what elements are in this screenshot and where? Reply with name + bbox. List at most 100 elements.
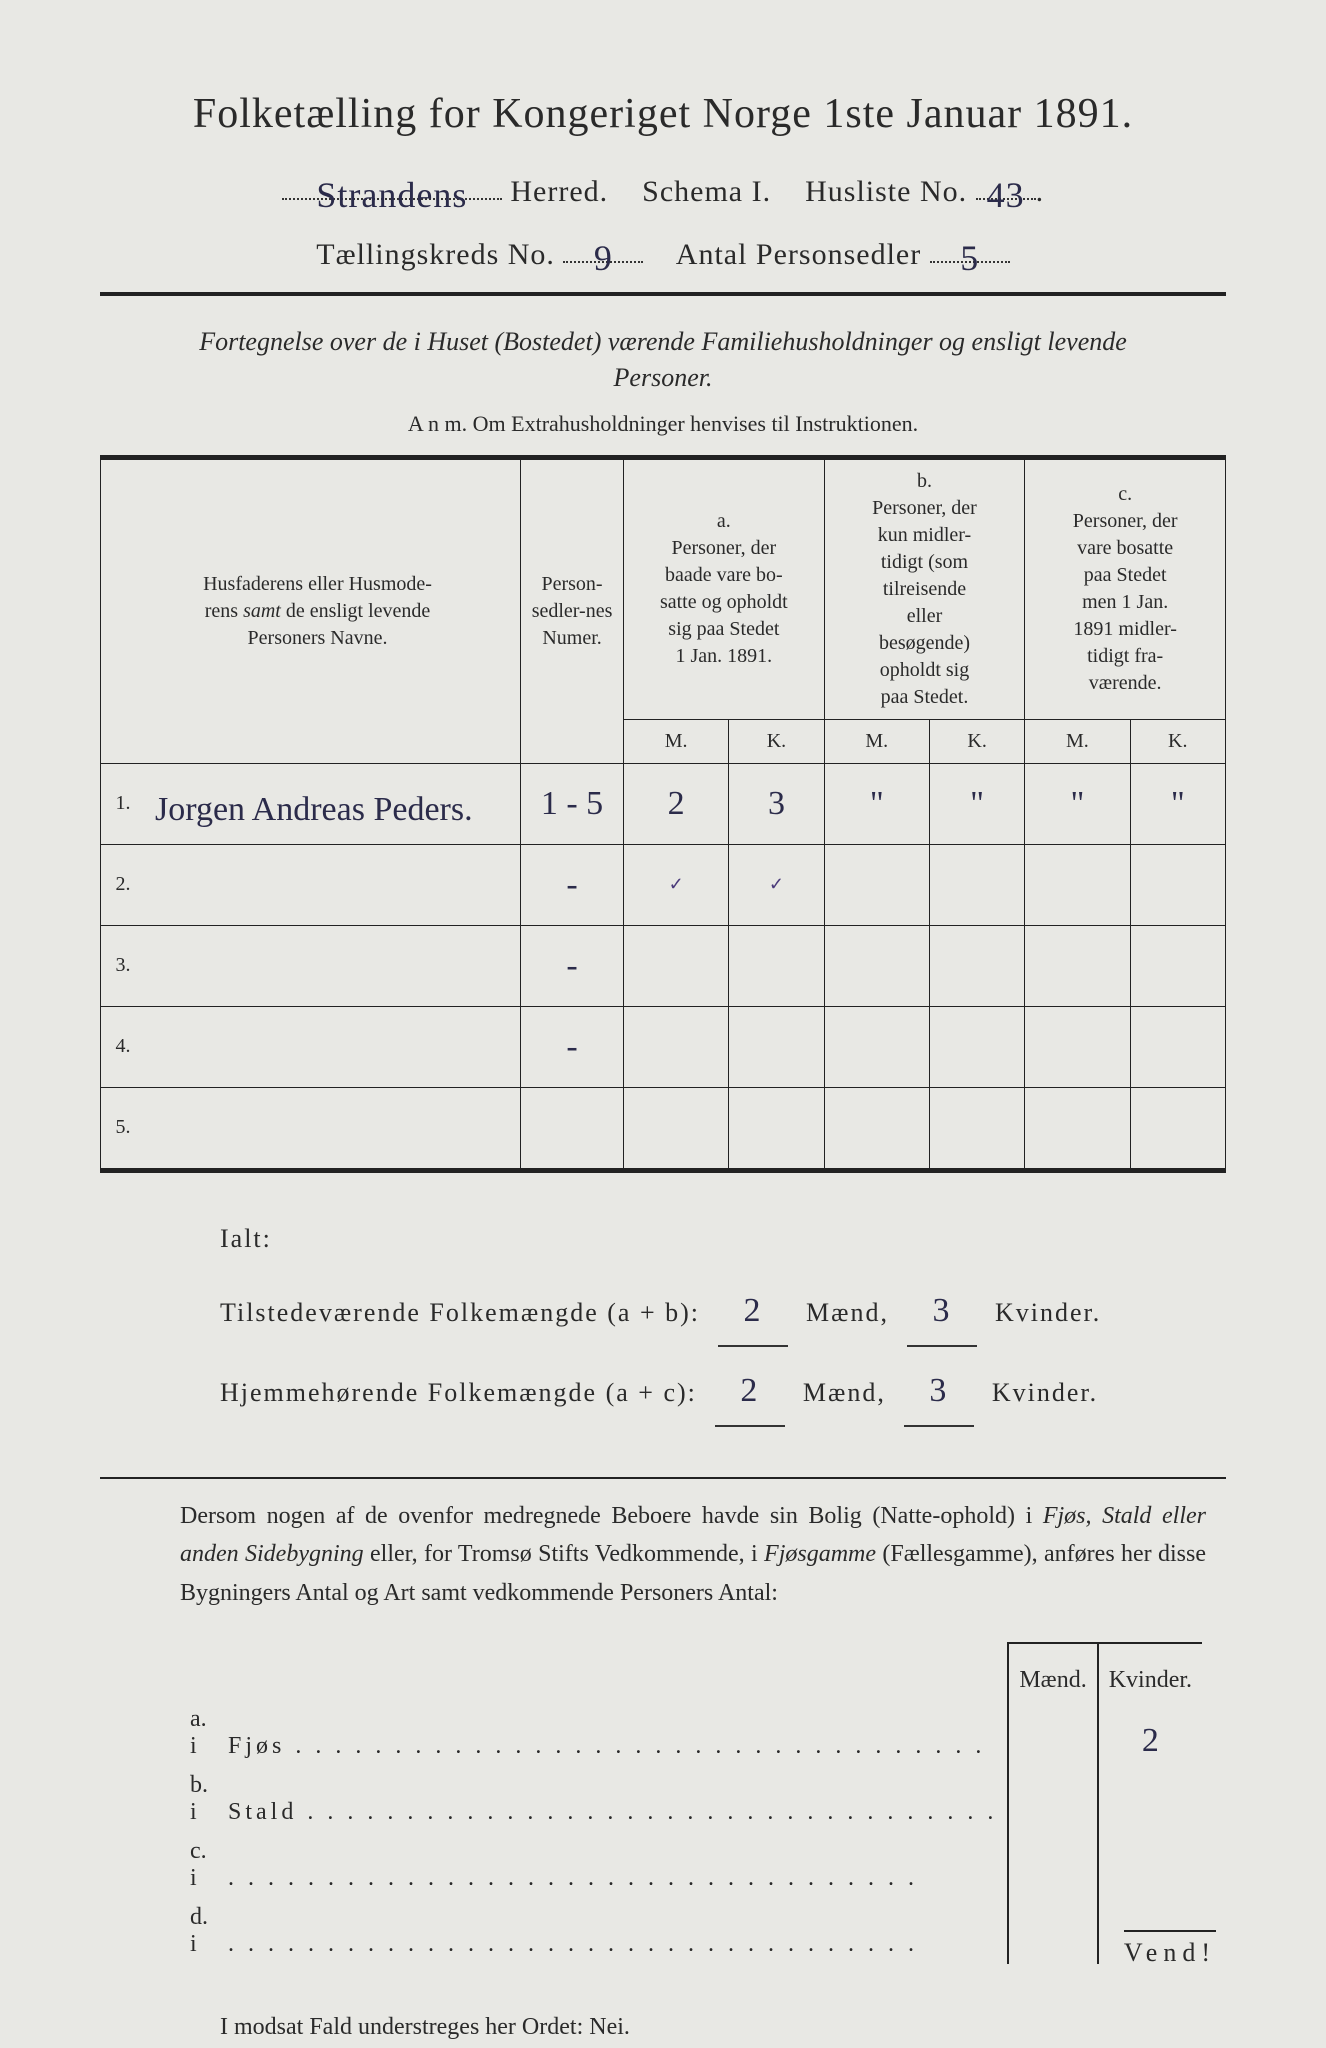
cell-b-k xyxy=(929,925,1024,1006)
outbuilding-row: d. i . . . . . . . . . . . . . . . . . .… xyxy=(180,1898,1202,1964)
col-c-header: Personer, dervare bosattepaa Stedetmen 1… xyxy=(1073,510,1178,694)
row-number: 4. xyxy=(101,1006,146,1087)
cell-a-k xyxy=(729,1087,824,1170)
col-names-header: Husfaderens eller Husmode-rens samt de e… xyxy=(203,573,432,649)
person-name: Jorgen Andreas Peders. xyxy=(145,763,521,844)
schema-label: Schema I. xyxy=(642,175,771,208)
form-note: A n m. Om Extrahusholdninger henvises ti… xyxy=(100,411,1226,437)
col-b-k: K. xyxy=(929,719,1024,763)
cell-numer: - xyxy=(521,925,624,1006)
col-c-top: c. xyxy=(1118,483,1132,505)
cell-c-k xyxy=(1130,844,1225,925)
cell-c-m xyxy=(1025,1006,1130,1087)
building-men xyxy=(1008,1832,1097,1898)
herred-value: Strandens xyxy=(316,175,467,215)
cell-a-k: ✓ xyxy=(729,844,824,925)
row-letter: b. i xyxy=(180,1766,218,1832)
outbuilding-row: a. iFjøs . . . . . . . . . . . . . . . .… xyxy=(180,1700,1202,1766)
cell-b-k xyxy=(929,844,1024,925)
building-men xyxy=(1008,1766,1097,1832)
col-c-m: M. xyxy=(1025,719,1130,763)
person-name xyxy=(145,1087,521,1170)
row-number: 2. xyxy=(101,844,146,925)
cell-numer: - xyxy=(521,844,624,925)
persons-table: Husfaderens eller Husmode-rens samt de e… xyxy=(100,455,1226,1173)
building-men xyxy=(1008,1898,1097,1964)
cell-numer: - xyxy=(521,1006,624,1087)
cell-c-k xyxy=(1130,1006,1225,1087)
total-resident-line: Hjemmehørende Folkemængde (a + c): 2 Mæn… xyxy=(220,1357,1186,1427)
maend-label: Mænd, xyxy=(806,1287,889,1339)
divider-thin xyxy=(100,1477,1226,1479)
cell-c-k xyxy=(1130,1087,1225,1170)
col-a-k: K. xyxy=(729,719,824,763)
kvinder-label-2: Kvinder. xyxy=(992,1367,1098,1419)
col-b-header: Personer, derkun midler-tidigt (somtilre… xyxy=(872,497,977,708)
row-letter: a. i xyxy=(180,1700,218,1766)
ialt-label: Ialt: xyxy=(220,1213,1186,1265)
totals-block: Ialt: Tilstedeværende Folkemængde (a + b… xyxy=(220,1213,1186,1427)
building-label: . . . . . . . . . . . . . . . . . . . . … xyxy=(218,1898,1008,1964)
antal-label: Antal Personsedler xyxy=(676,238,921,271)
building-men xyxy=(1008,1700,1097,1766)
table-row: 1.Jorgen Andreas Peders.1 - 523"""" xyxy=(101,763,1226,844)
resident-label: Hjemmehørende Folkemængde (a + c): xyxy=(220,1367,697,1419)
turn-over-label: Vend! xyxy=(1124,1930,1216,1968)
husliste-label: Husliste No. xyxy=(805,175,967,208)
divider xyxy=(100,292,1226,296)
person-name xyxy=(145,1006,521,1087)
col-b-m: M. xyxy=(824,719,929,763)
outbuilding-row: c. i . . . . . . . . . . . . . . . . . .… xyxy=(180,1832,1202,1898)
header-line-2: Tællingskreds No. 9 Antal Personsedler 5 xyxy=(100,231,1226,272)
cell-c-m xyxy=(1025,844,1130,925)
table-row: 3. - xyxy=(101,925,1226,1006)
husliste-value: 43 xyxy=(987,175,1025,215)
cell-numer: 1 - 5 xyxy=(521,763,624,844)
outbuilding-table: Mænd. Kvinder. a. iFjøs . . . . . . . . … xyxy=(180,1642,1202,1964)
negative-instruction: I modsat Fald understreges her Ordet: Ne… xyxy=(220,2014,1226,2041)
cell-a-k xyxy=(729,925,824,1006)
form-subtitle: Fortegnelse over de i Huset (Bostedet) v… xyxy=(160,324,1166,397)
building-women: 2 xyxy=(1098,1700,1202,1766)
cell-numer xyxy=(521,1087,624,1170)
col-b-top: b. xyxy=(917,470,932,492)
total-present-line: Tilstedeværende Folkemængde (a + b): 2 M… xyxy=(220,1277,1186,1347)
cell-b-k: " xyxy=(929,763,1024,844)
maend-label-2: Mænd, xyxy=(803,1367,886,1419)
col-a-m: M. xyxy=(624,719,729,763)
table-row: 5. xyxy=(101,1087,1226,1170)
kvinder-label: Kvinder. xyxy=(995,1287,1101,1339)
cell-a-k: 3 xyxy=(729,763,824,844)
cell-a-m: 2 xyxy=(624,763,729,844)
resident-men: 2 xyxy=(740,1372,759,1409)
cell-c-m: " xyxy=(1025,763,1130,844)
table-row: 2.-✓✓ xyxy=(101,844,1226,925)
person-name xyxy=(145,925,521,1006)
census-form-page: Folketælling for Kongeriget Norge 1ste J… xyxy=(0,0,1326,2048)
cell-b-m: " xyxy=(824,763,929,844)
col-c-k: K. xyxy=(1130,719,1225,763)
cell-c-k: " xyxy=(1130,763,1225,844)
present-men: 2 xyxy=(744,1292,763,1329)
page-title: Folketælling for Kongeriget Norge 1ste J… xyxy=(100,90,1226,138)
building-label: Fjøs . . . . . . . . . . . . . . . . . .… xyxy=(218,1700,1008,1766)
cell-a-m xyxy=(624,1087,729,1170)
person-name xyxy=(145,844,521,925)
cell-a-m xyxy=(624,1006,729,1087)
fjos-head-k: Kvinder. xyxy=(1098,1643,1202,1700)
building-label: Stald . . . . . . . . . . . . . . . . . … xyxy=(218,1766,1008,1832)
cell-c-k xyxy=(1130,925,1225,1006)
row-number: 3. xyxy=(101,925,146,1006)
resident-women: 3 xyxy=(929,1372,948,1409)
herred-label: Herred. xyxy=(510,175,608,208)
row-number: 5. xyxy=(101,1087,146,1170)
cell-b-k xyxy=(929,1006,1024,1087)
col-a-header: Personer, derbaade vare bo-satte og opho… xyxy=(660,537,788,667)
outbuilding-row: b. iStald . . . . . . . . . . . . . . . … xyxy=(180,1766,1202,1832)
kreds-value: 9 xyxy=(594,238,613,278)
table-row: 4. - xyxy=(101,1006,1226,1087)
col-numer-header: Person-sedler-nes Numer. xyxy=(521,457,624,763)
cell-a-k xyxy=(729,1006,824,1087)
antal-value: 5 xyxy=(960,238,979,278)
cell-c-m xyxy=(1025,1087,1130,1170)
